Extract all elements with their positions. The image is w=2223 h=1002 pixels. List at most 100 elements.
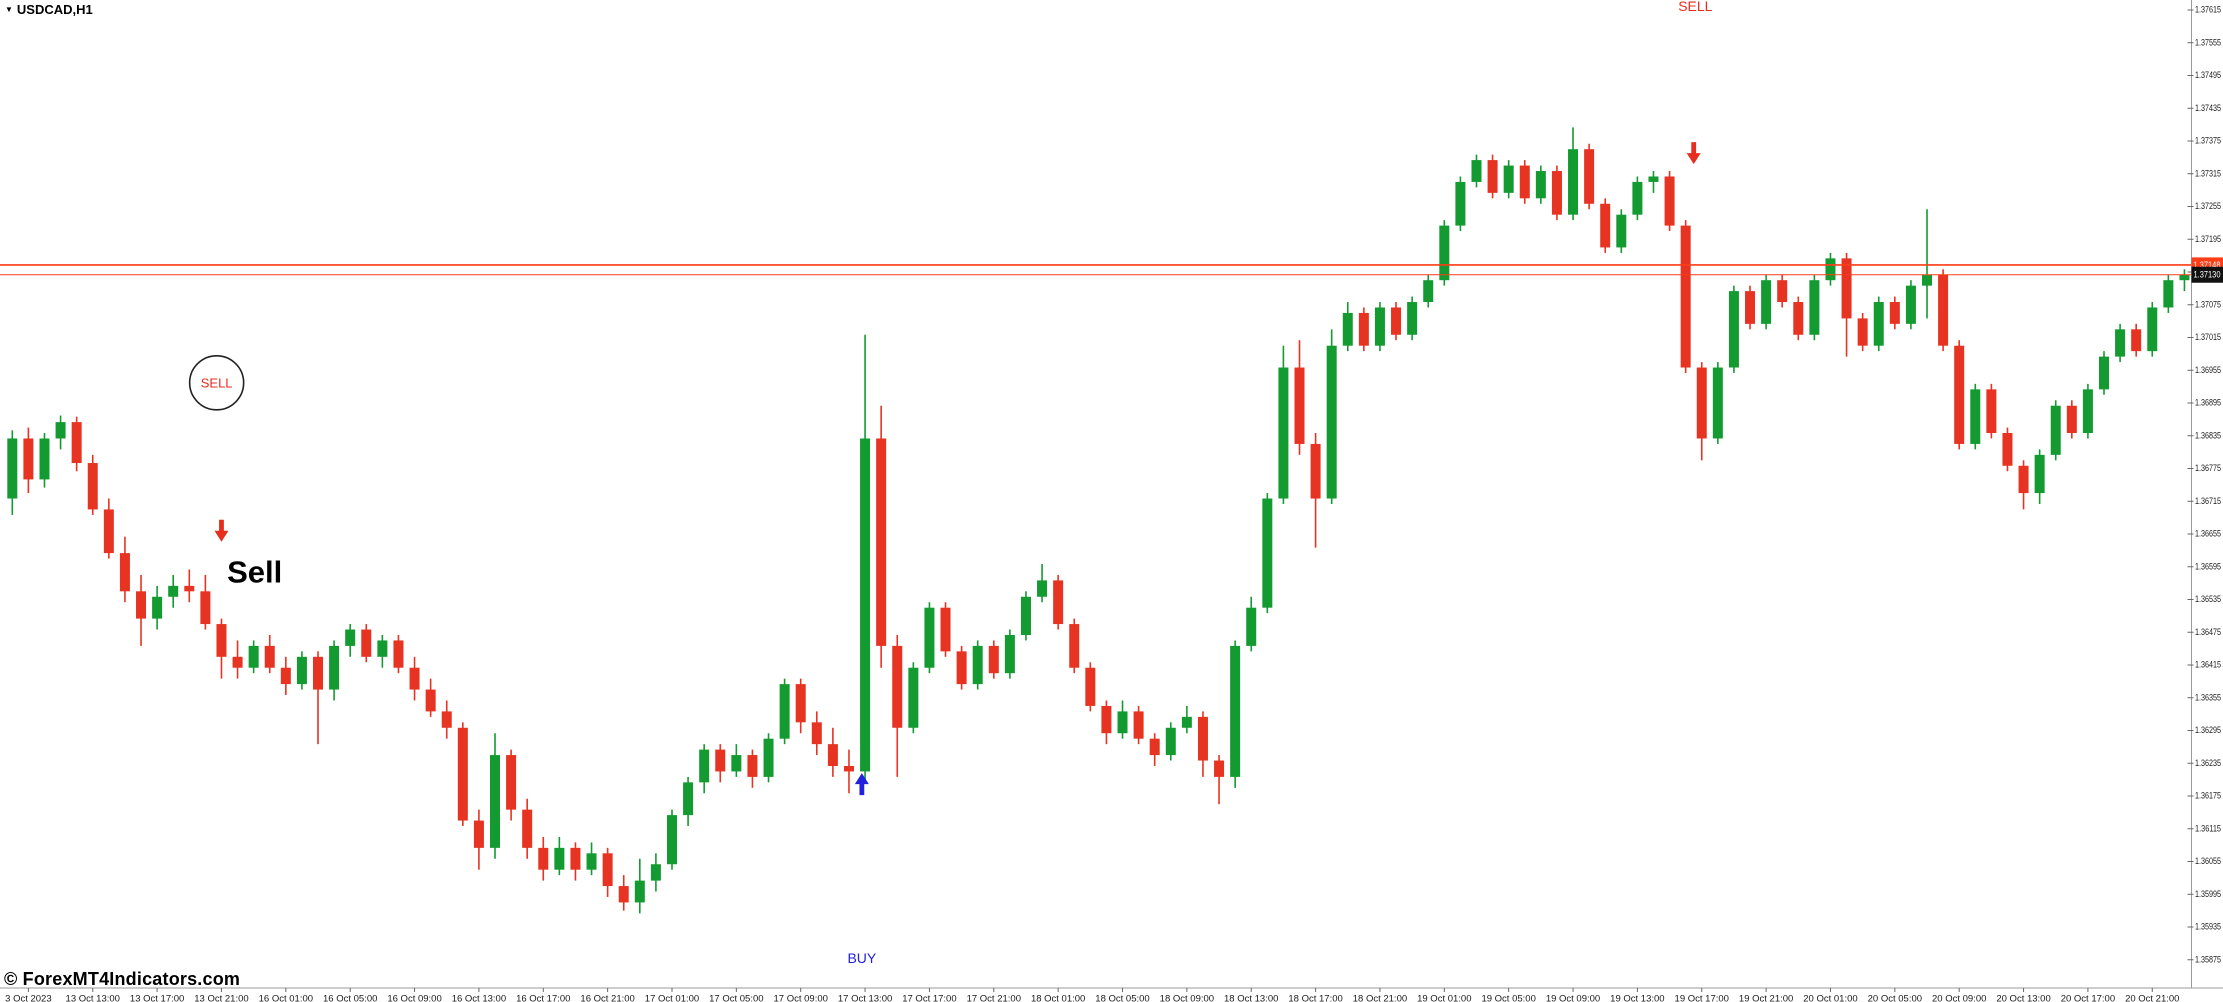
time-axis-label: 18 Oct 21:00: [1353, 994, 1407, 1002]
candle-body: [2002, 433, 2013, 466]
price-axis-label: 1.36835: [2195, 430, 2221, 441]
candle-body: [1391, 307, 1402, 335]
candle-body: [425, 689, 436, 712]
candle-body: [1342, 312, 1353, 346]
candle-body: [586, 853, 597, 870]
price-axis-label: 1.35875: [2195, 954, 2221, 965]
candle-body: [393, 640, 404, 668]
candle-body: [1262, 498, 1273, 608]
candle-body: [1101, 705, 1112, 734]
candle-body: [763, 738, 774, 777]
candle-body: [1761, 280, 1772, 324]
time-axis-label: 20 Oct 01:00: [1803, 994, 1857, 1002]
candle-body: [1568, 149, 1579, 215]
candle-body: [554, 847, 565, 870]
candle-body: [1519, 165, 1530, 199]
candle-body: [409, 667, 420, 690]
candle-body: [1214, 760, 1225, 777]
candle-body: [119, 553, 130, 592]
sell-arrow-1-icon[interactable]: [214, 519, 229, 542]
price-axis-label: 1.37075: [2195, 299, 2221, 310]
candle-body: [1503, 165, 1514, 193]
buy-signal-label[interactable]: BUY: [847, 950, 876, 966]
candle-body: [313, 656, 324, 690]
price-axis-label: 1.36895: [2195, 398, 2221, 409]
candle-body: [666, 815, 677, 865]
candle-body: [876, 438, 887, 646]
time-axis-label: 18 Oct 05:00: [1095, 994, 1149, 1002]
candle-body: [1664, 176, 1675, 226]
price-axis-label: 1.37375: [2195, 136, 2221, 147]
current-price-badge: [2191, 266, 2223, 283]
candle-body: [1648, 176, 1659, 182]
candle-body: [1133, 711, 1144, 739]
buy-arrow-1-icon[interactable]: [854, 773, 869, 796]
sell-signal-top-label[interactable]: SELL: [1678, 0, 1712, 14]
price-axis-label: 1.37255: [2195, 201, 2221, 212]
candle-body: [811, 722, 822, 745]
price-axis-label: 1.35935: [2195, 922, 2221, 933]
candle-body: [103, 509, 114, 554]
line-price-badge-label: 1.37148: [2194, 260, 2221, 270]
time-axis-label: 16 Oct 05:00: [323, 994, 377, 1002]
candle-body: [1922, 274, 1933, 286]
candle-body: [1004, 634, 1015, 674]
candle-body: [248, 645, 259, 668]
candle-body: [1246, 607, 1257, 646]
candle-body: [892, 645, 903, 728]
time-axis-label: 19 Oct 13:00: [1610, 994, 1664, 1002]
candle-body: [152, 596, 163, 619]
candle-body: [683, 782, 694, 816]
sell-signal-circle[interactable]: [188, 355, 245, 411]
candle-body: [1423, 280, 1434, 303]
candle-body: [924, 607, 935, 668]
price-axis-label: 1.36175: [2195, 791, 2221, 802]
candle-body: [715, 749, 726, 772]
candle-body: [1809, 280, 1820, 335]
candle-body: [184, 585, 195, 592]
price-axis-label: 1.35995: [2195, 889, 2221, 900]
candle-body: [1230, 645, 1241, 777]
time-axis-label: 20 Oct 05:00: [1868, 994, 1922, 1002]
candle-body: [216, 624, 227, 657]
candle-body: [972, 645, 983, 685]
candle-body: [1632, 181, 1643, 215]
price-axis-label: 1.36475: [2195, 627, 2221, 638]
candle-body: [650, 864, 661, 881]
sell-arrow-2-icon[interactable]: [1686, 142, 1701, 165]
candle-body: [1745, 291, 1756, 324]
candle-body: [71, 422, 82, 464]
candle-body: [1407, 302, 1418, 335]
candle-body: [2099, 356, 2109, 390]
candle-body: [1181, 716, 1192, 728]
candle-body: [1165, 727, 1176, 756]
sell-annotation-label[interactable]: Sell: [227, 555, 282, 590]
candle-body: [1037, 580, 1048, 597]
candle-body: [490, 755, 500, 848]
candle-body: [1680, 225, 1691, 368]
candle-body: [1873, 302, 1884, 346]
time-axis-label: 19 Oct 17:00: [1675, 994, 1729, 1002]
candle-body: [940, 607, 951, 652]
candle-body: [1439, 225, 1450, 281]
candle-body: [361, 629, 372, 657]
candle-body: [1825, 258, 1836, 281]
price-axis-label: 1.36955: [2195, 365, 2221, 376]
time-axis-label: 17 Oct 01:00: [645, 994, 699, 1002]
time-axis-label: 17 Oct 05:00: [709, 994, 763, 1002]
time-axis-label: 18 Oct 17:00: [1288, 994, 1342, 1002]
candle-body: [232, 656, 243, 668]
candle-body: [441, 711, 452, 728]
candle-body: [570, 847, 581, 870]
candle-body: [457, 727, 468, 821]
price-axis-label: 1.37435: [2195, 103, 2221, 114]
time-axis-label: 18 Oct 13:00: [1224, 994, 1278, 1002]
candle-body: [473, 820, 484, 848]
candle-body: [843, 765, 854, 772]
candle-body: [1326, 345, 1337, 499]
price-axis-label: 1.36655: [2195, 529, 2221, 540]
candle-body: [1696, 367, 1707, 439]
time-axis-label: 19 Oct 01:00: [1417, 994, 1471, 1002]
time-axis-label: 16 Oct 09:00: [387, 994, 441, 1002]
